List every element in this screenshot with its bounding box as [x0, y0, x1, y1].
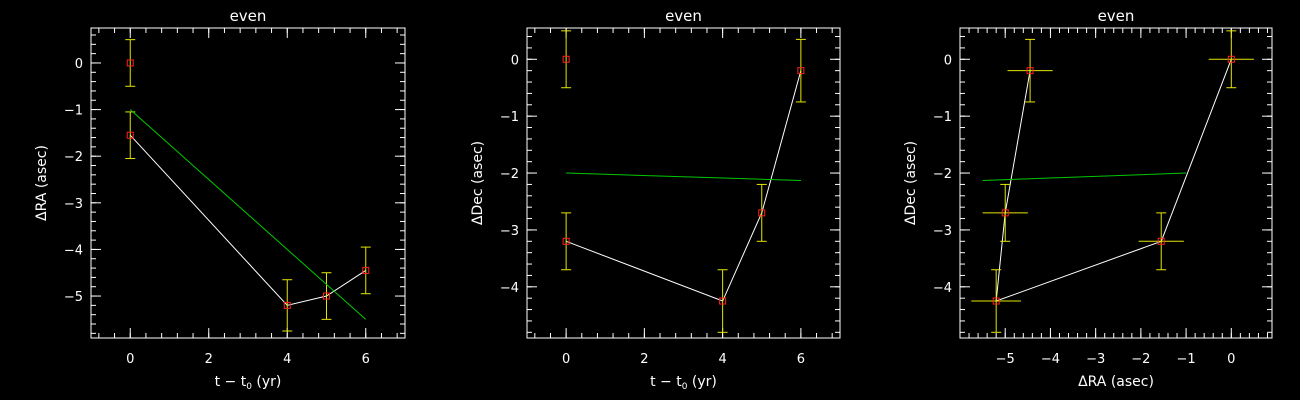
- data-point: [797, 67, 805, 75]
- y-tick-label: −1: [64, 104, 83, 119]
- y-axis-label: ΔDec (asec): [903, 141, 919, 225]
- y-tick-label: −5: [64, 290, 83, 305]
- x-tick-label: 4: [283, 352, 291, 367]
- x-tick-label: 2: [640, 352, 648, 367]
- plot-frame: [526, 27, 841, 339]
- x-axis-label-main: t − t: [650, 374, 682, 390]
- x-axis-label-subscript: 0: [682, 382, 688, 392]
- x-axis-label: ΔRA (asec): [1078, 374, 1154, 390]
- x-axis-label-subscript: 0: [246, 382, 252, 392]
- x-tick-label: 0: [562, 352, 570, 367]
- x-axis-label-main: t − t: [215, 374, 247, 390]
- y-tick-label: 0: [75, 57, 83, 72]
- data-point: [758, 209, 766, 217]
- data-point: [362, 266, 370, 274]
- x-tick-label: −3: [1086, 352, 1105, 367]
- data-point: [283, 301, 291, 309]
- x-tick-label: −5: [996, 352, 1015, 367]
- x-tick-label: 6: [362, 352, 370, 367]
- y-tick-label: −2: [64, 150, 83, 165]
- data-point: [719, 297, 727, 305]
- y-tick-label: −1: [933, 110, 952, 125]
- y-tick-label: −3: [500, 224, 519, 239]
- fit-line: [566, 172, 801, 181]
- chart-title: even: [1098, 7, 1135, 25]
- data-point: [323, 292, 330, 300]
- chart-title: even: [665, 7, 702, 25]
- x-tick-label: −4: [1041, 352, 1060, 367]
- chart-panel-3: −5 −4 −3 −2 −1 0 0 −1 −2 −3 −4 even ΔRA (asec) ΔDec (…: [903, 7, 1273, 390]
- y-tick-label: −2: [500, 167, 519, 182]
- plot-frame: [90, 27, 406, 339]
- x-tick-label: 4: [718, 352, 726, 367]
- y-axis-label: ΔDec (asec): [470, 141, 486, 225]
- data-line: [129, 134, 367, 306]
- x-tick-label: 0: [1227, 352, 1235, 367]
- x-axis-label: t − t0 (yr): [215, 374, 282, 392]
- fit-line: [129, 109, 367, 320]
- y-tick-label: −2: [933, 167, 952, 182]
- plot-frame: [959, 27, 1273, 339]
- data-point: [1157, 237, 1165, 245]
- y-axis-label: ΔRA (asec): [34, 145, 50, 221]
- y-tick-label: −3: [933, 224, 952, 239]
- y-tick-label: −4: [933, 281, 952, 296]
- data-point: [562, 237, 570, 245]
- x-axis-label: t − t0 (yr): [650, 374, 717, 392]
- x-tick-label: 0: [126, 352, 134, 367]
- y-tick-label: 0: [511, 53, 519, 68]
- x-tick-label: −1: [1177, 352, 1196, 367]
- data-point: [1026, 67, 1034, 75]
- y-tick-label: −4: [500, 281, 519, 296]
- y-tick-label: 0: [944, 53, 952, 68]
- y-tick-label: −3: [64, 197, 83, 212]
- data-point: [992, 297, 1000, 305]
- x-axis-label-unit: (yr): [252, 374, 281, 390]
- data-point: [562, 55, 570, 63]
- x-tick-label: 2: [205, 352, 213, 367]
- y-tick-label: −4: [64, 243, 83, 258]
- data-line: [565, 70, 802, 302]
- x-axis-label-unit: (yr): [687, 374, 716, 390]
- data-point: [1001, 209, 1009, 217]
- fit-line: [982, 172, 1187, 181]
- x-axis-label-main: ΔRA (asec): [1078, 374, 1154, 390]
- data-point: [1227, 55, 1235, 63]
- data-point: [126, 131, 134, 139]
- x-tick-label: −2: [1131, 352, 1150, 367]
- data-point: [126, 59, 134, 67]
- x-tick-label: 6: [797, 352, 805, 367]
- y-tick-label: −1: [500, 110, 519, 125]
- chart-title: even: [230, 7, 267, 25]
